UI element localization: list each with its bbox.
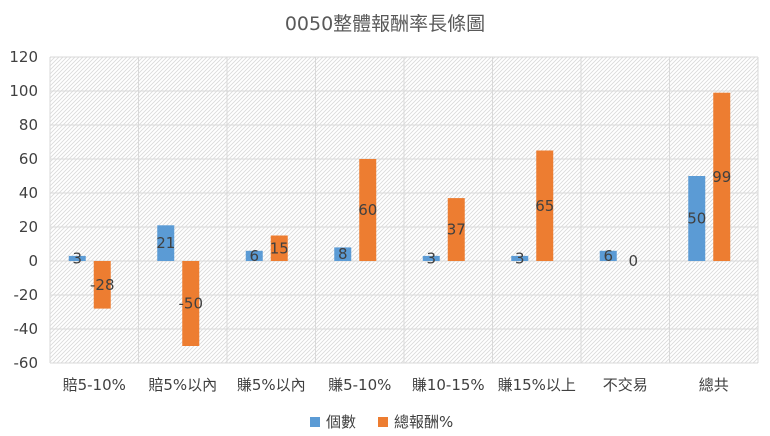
y-tick-label: 120 bbox=[9, 48, 38, 66]
data-label: 15 bbox=[270, 239, 289, 257]
legend-swatch bbox=[378, 417, 388, 427]
bar bbox=[93, 261, 111, 309]
y-tick-label: 20 bbox=[19, 218, 38, 236]
x-category-label: 賠5%以內 bbox=[148, 376, 217, 394]
bar bbox=[68, 255, 86, 261]
legend: 個數 總報酬% bbox=[310, 413, 453, 431]
bar bbox=[157, 225, 175, 261]
bar bbox=[536, 150, 554, 261]
legend-swatch bbox=[310, 417, 320, 427]
data-label: 3 bbox=[426, 249, 436, 267]
bar bbox=[245, 250, 263, 261]
y-tick-label: 60 bbox=[19, 150, 38, 168]
bar bbox=[182, 261, 200, 346]
data-label: 3 bbox=[72, 249, 82, 267]
x-category-label: 總共 bbox=[699, 376, 729, 394]
data-label: 21 bbox=[156, 234, 175, 252]
y-tick-label: -60 bbox=[14, 354, 39, 372]
legend-label: 個數 bbox=[326, 413, 356, 431]
bars bbox=[68, 92, 731, 346]
gridlines bbox=[49, 56, 759, 364]
y-tick-label: 0 bbox=[28, 252, 38, 270]
x-category-label: 賺10-15% bbox=[412, 376, 485, 394]
data-label: 0 bbox=[628, 252, 638, 270]
data-label: 8 bbox=[338, 245, 348, 263]
y-axis-ticks: -60 -40 -20 0 20 40 60 80 100 120 bbox=[9, 48, 38, 372]
x-category-label: 賺15%以上 bbox=[498, 376, 576, 394]
data-label: 6 bbox=[603, 247, 613, 265]
data-label: -50 bbox=[179, 295, 204, 313]
y-tick-label: 80 bbox=[19, 116, 38, 134]
x-axis-categories: 賠5-10% 賠5%以內 賺5%以內 賺5-10% 賺10-15% 賺15%以上 不交易 總共 bbox=[63, 376, 729, 394]
data-label: -28 bbox=[90, 276, 115, 294]
legend-label: 總報酬% bbox=[394, 413, 453, 431]
data-label: 60 bbox=[358, 201, 377, 219]
y-tick-label: 40 bbox=[19, 184, 38, 202]
bar bbox=[688, 176, 706, 261]
chart-title: 0050整體報酬率長條圖 bbox=[285, 13, 485, 35]
bar bbox=[599, 250, 617, 261]
x-category-label: 賺5%以內 bbox=[237, 376, 306, 394]
data-label: 6 bbox=[249, 247, 259, 265]
x-category-label: 賠5-10% bbox=[63, 376, 126, 394]
bar bbox=[422, 255, 440, 261]
y-tick-label: -20 bbox=[14, 286, 39, 304]
data-label: 65 bbox=[535, 197, 554, 215]
data-label: 99 bbox=[712, 168, 731, 186]
data-label: 37 bbox=[447, 221, 466, 239]
data-label: 3 bbox=[515, 249, 525, 267]
bar bbox=[511, 255, 529, 261]
bar bbox=[447, 198, 465, 261]
x-category-label: 賺5-10% bbox=[328, 376, 391, 394]
y-tick-label: 100 bbox=[9, 82, 38, 100]
bar bbox=[359, 159, 377, 261]
x-category-label: 不交易 bbox=[603, 376, 648, 394]
bar bbox=[334, 247, 352, 261]
bar bbox=[713, 92, 731, 261]
data-label: 50 bbox=[687, 210, 706, 228]
bar bbox=[270, 235, 288, 261]
y-tick-label: -40 bbox=[14, 320, 39, 338]
